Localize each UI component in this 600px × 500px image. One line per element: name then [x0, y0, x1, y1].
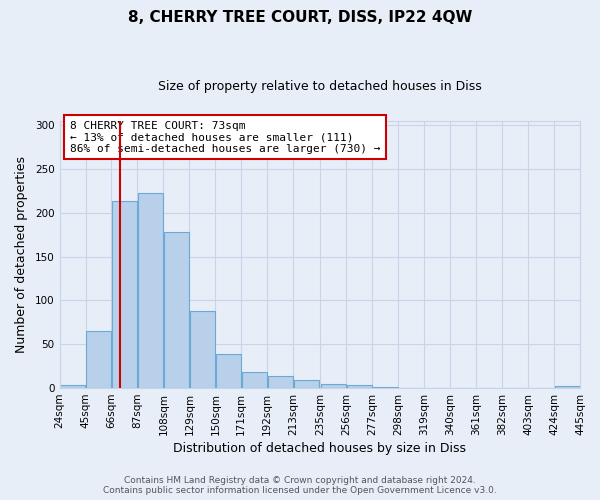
Bar [321, 384, 346, 388]
Bar [190, 311, 215, 388]
Bar [138, 194, 163, 388]
X-axis label: Distribution of detached houses by size in Diss: Distribution of detached houses by size … [173, 442, 466, 455]
Text: Contains HM Land Registry data © Crown copyright and database right 2024.
Contai: Contains HM Land Registry data © Crown c… [103, 476, 497, 495]
Bar [164, 232, 189, 388]
Text: 8 CHERRY TREE COURT: 73sqm
← 13% of detached houses are smaller (111)
86% of sem: 8 CHERRY TREE COURT: 73sqm ← 13% of deta… [70, 120, 380, 154]
Text: 8, CHERRY TREE COURT, DISS, IP22 4QW: 8, CHERRY TREE COURT, DISS, IP22 4QW [128, 10, 472, 25]
Bar [293, 380, 319, 388]
Bar [112, 201, 137, 388]
Bar [216, 354, 241, 388]
Bar [373, 387, 398, 388]
Title: Size of property relative to detached houses in Diss: Size of property relative to detached ho… [158, 80, 482, 93]
Y-axis label: Number of detached properties: Number of detached properties [15, 156, 28, 353]
Bar [347, 384, 372, 388]
Bar [86, 331, 111, 388]
Bar [242, 372, 267, 388]
Bar [268, 376, 293, 388]
Bar [554, 386, 580, 388]
Bar [60, 384, 85, 388]
